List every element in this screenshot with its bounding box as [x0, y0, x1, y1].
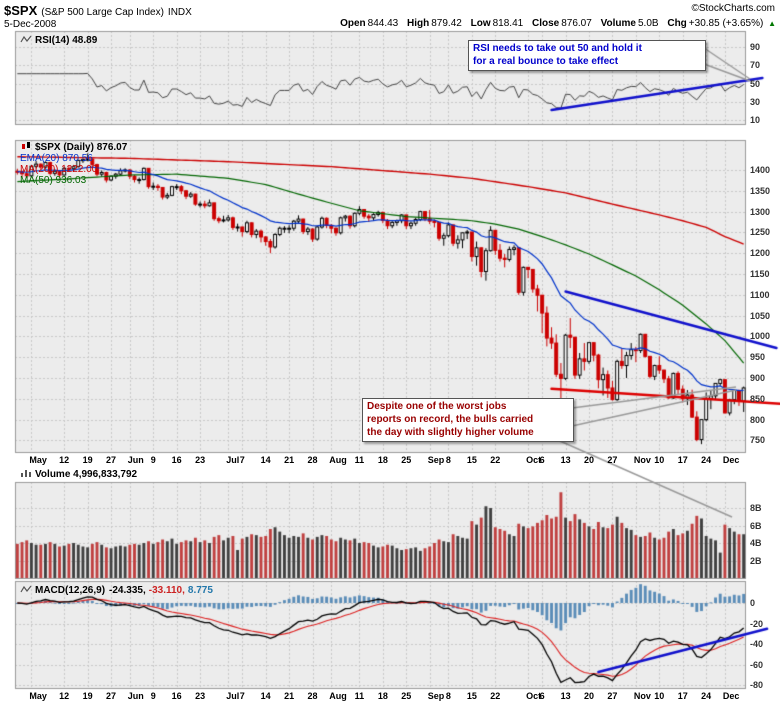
annotation-line: for a real bounce to take effect	[473, 56, 619, 67]
legend-ma50: MA(50) 936.03	[20, 175, 87, 186]
legend-symbol-line: $SPX (Daily) 876.07	[20, 141, 127, 153]
macd-value: -24.335,	[109, 585, 146, 596]
volume-label-text: Volume 4,996,833,792	[35, 469, 138, 480]
chart-date: 5-Dec-2008	[4, 19, 57, 30]
macd-signal-value: -33.110,	[148, 585, 185, 596]
legend-symbol-text: $SPX (Daily) 876.07	[35, 142, 128, 153]
volume-label: Volume	[600, 18, 636, 29]
rsi-label-text: RSI(14) 48.89	[35, 35, 98, 46]
annotation-line: the day with slightly higher volume	[367, 427, 534, 438]
symbol: $SPX	[4, 3, 38, 18]
close-value: 876.07	[561, 18, 592, 29]
high-label: High	[407, 18, 430, 29]
jobs-report-annotation: Despite one of the worst jobs reports on…	[362, 398, 574, 442]
annotation-line: RSI needs to take out 50 and hold it	[473, 43, 642, 54]
symbol-name: (S&P 500 Large Cap Index)	[41, 7, 164, 18]
macd-label: MACD(12,26,9) -24.335, -33.110, 8.775	[20, 584, 213, 596]
quote-line: Open 844.43 High 879.42 Low 818.41 Close 876…	[334, 18, 776, 29]
annotation-line: reports on record, the bulls carried	[367, 414, 534, 425]
volume-value: 5.0B	[637, 18, 659, 29]
low-value: 818.41	[492, 18, 524, 29]
high-value: 879.42	[431, 18, 462, 29]
close-label: Close	[531, 18, 560, 29]
line-chart-icon	[20, 585, 32, 593]
exchange: INDX	[167, 7, 192, 18]
volume-panel-label: Volume 4,996,833,792	[20, 468, 137, 480]
rsi-annotation: RSI needs to take out 50 and hold it for…	[468, 40, 706, 71]
chart-header: $SPX (S&P 500 Large Cap Index) INDX	[4, 2, 192, 20]
open-value: 844.43	[367, 18, 399, 29]
low-label: Low	[470, 18, 491, 29]
chg-label: Chg	[667, 18, 687, 29]
copyright: ©StockCharts.com	[691, 3, 775, 14]
rsi-label: RSI(14) 48.89	[20, 34, 97, 46]
line-chart-icon	[20, 35, 32, 43]
bar-chart-icon	[21, 470, 31, 477]
chg-value: +30.85 (+3.65%)	[688, 18, 764, 29]
change-up-icon: ▲	[768, 19, 776, 28]
candlestick-icon	[22, 142, 30, 149]
legend-ema20: EMA(20) 870.56	[20, 153, 93, 164]
open-label: Open	[340, 18, 366, 29]
macd-hist-value: 8.775	[187, 585, 213, 596]
legend-ma200: MA(200) 1222.00	[20, 164, 98, 175]
annotation-line: Despite one of the worst jobs	[367, 401, 507, 412]
macd-label-prefix: MACD(12,26,9)	[35, 585, 106, 596]
price-legend: $SPX (Daily) 876.07 EMA(20) 870.56 MA(20…	[20, 141, 127, 186]
